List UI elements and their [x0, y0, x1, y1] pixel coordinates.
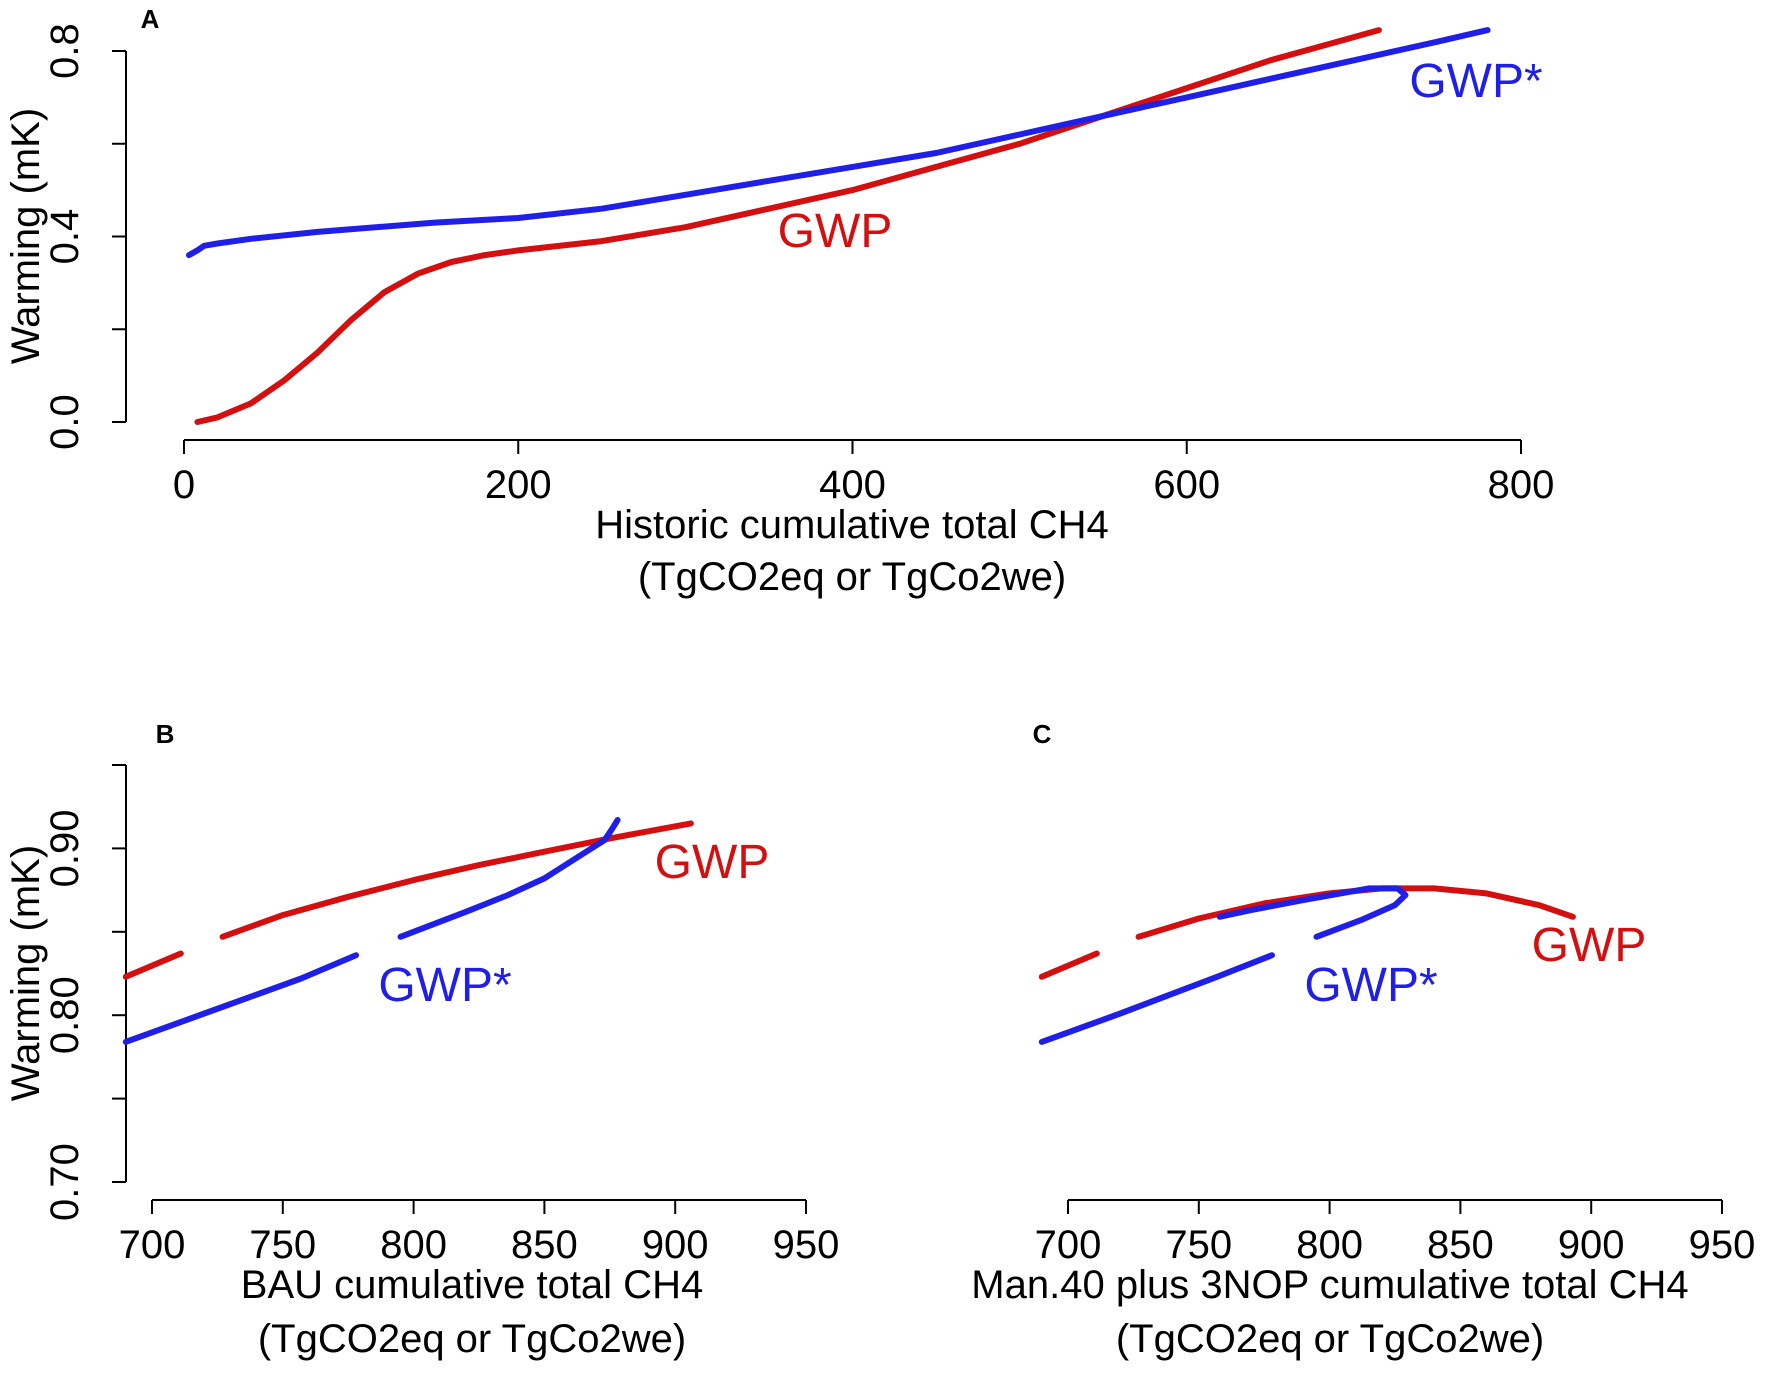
x-tick-label-b: 900 — [642, 1223, 709, 1267]
y-tick-label-a: 0.0 — [43, 394, 87, 450]
x-tick-label-b: 950 — [773, 1223, 840, 1267]
x-tick-label-b: 800 — [380, 1223, 447, 1267]
series-line-gwp-a — [194, 27, 1382, 425]
y-tick-label-a: 0.4 — [43, 209, 87, 265]
x-tick-label-c: 700 — [1035, 1223, 1102, 1267]
series-line-gwp-b — [219, 820, 694, 940]
series-line-gwp-star-b — [397, 817, 621, 940]
x-axis-units-a: (TgCO2eq or TgCo2we) — [638, 555, 1066, 599]
y-tick-label-b: 0.80 — [43, 976, 87, 1054]
x-tick-label-a: 400 — [819, 463, 886, 507]
x-tick-label-b: 750 — [249, 1223, 316, 1267]
series-line-gwp-c — [1038, 950, 1100, 980]
panel-label-c: C — [1033, 719, 1052, 749]
x-axis-units-b: (TgCO2eq or TgCo2we) — [258, 1317, 686, 1361]
x-axis-title-c: Man.40 plus 3NOP cumulative total CH4 — [971, 1263, 1688, 1307]
series-label-gwp-star-c: GWP* — [1304, 959, 1437, 1012]
y-tick-label-b: 0.90 — [43, 809, 87, 887]
series-label-gwp-b: GWP — [655, 836, 770, 889]
series-label-gwp-c: GWP — [1532, 919, 1647, 972]
x-axis-title-a: Historic cumulative total CH4 — [595, 503, 1109, 547]
y-tick-label-b: 0.70 — [43, 1143, 87, 1221]
x-tick-label-a: 800 — [1488, 463, 1555, 507]
x-tick-label-a: 600 — [1153, 463, 1220, 507]
series-label-gwp-a: GWP — [778, 205, 893, 258]
panel-b: B 700 750 800 850 900 950 0.70 0.80 0.90 BAU cumul… — [4, 719, 839, 1361]
x-tick-label-a: 200 — [485, 463, 552, 507]
series-line-gwp-b — [122, 950, 184, 980]
series-label-gwp-star-b: GWP* — [378, 959, 511, 1012]
series-line-gwp-star-c — [1038, 952, 1275, 1045]
x-axis-units-c: (TgCO2eq or TgCo2we) — [1116, 1317, 1544, 1361]
y-tick-label-a: 0.8 — [43, 23, 87, 79]
series-label-gwp-star-a: GWP* — [1409, 55, 1542, 108]
series-line-gwp-star-b — [122, 952, 359, 1045]
x-tick-label-b: 700 — [119, 1223, 186, 1267]
series-line-gwp-star-a — [186, 27, 1491, 259]
x-tick-label-b: 850 — [511, 1223, 578, 1267]
series-line-gwp-c — [1135, 885, 1576, 940]
panel-label-a: A — [141, 4, 160, 34]
x-tick-label-c: 900 — [1558, 1223, 1625, 1267]
x-tick-label-c: 950 — [1689, 1223, 1756, 1267]
panel-a: A 0 200 400 600 800 0.0 0.4 0.8 Historic cumulati… — [4, 4, 1554, 599]
y-axis-title-b: Warming (mK) — [4, 845, 48, 1101]
x-tick-label-c: 850 — [1427, 1223, 1494, 1267]
x-tick-label-a: 0 — [173, 463, 195, 507]
series-line-gwp-star-c — [1216, 885, 1409, 940]
y-axis-title-a: Warming (mK) — [4, 108, 48, 364]
x-axis-title-b: BAU cumulative total CH4 — [241, 1263, 703, 1307]
x-tick-label-c: 750 — [1165, 1223, 1232, 1267]
panel-label-b: B — [156, 719, 175, 749]
x-tick-label-c: 800 — [1296, 1223, 1363, 1267]
